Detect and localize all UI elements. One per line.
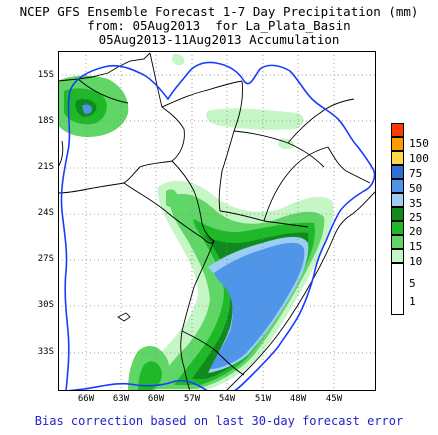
lat-label-24s: 24S	[37, 208, 54, 218]
border-brazil-state-6	[263, 146, 329, 222]
border-brazil-state-5	[233, 130, 325, 168]
border-bolivia-paraguay	[123, 160, 173, 184]
map-title-line-1: NCEP GFS Ensemble Forecast 1-7 Day Preci…	[19, 4, 419, 19]
lat-label-30s: 30S	[37, 300, 54, 310]
legend-swatch-5	[391, 249, 404, 263]
map-frame	[58, 51, 376, 391]
legend-label-100: 100	[409, 152, 429, 165]
precip-area-main-blue	[210, 242, 305, 369]
lon-label-54w: 54W	[218, 394, 236, 404]
basin-boundary	[60, 61, 376, 391]
legend-label-75: 75	[409, 167, 423, 180]
lon-label-51w: 51W	[254, 394, 272, 404]
lon-label-66w: 66W	[77, 394, 95, 404]
border-bolivia-brazil	[149, 52, 185, 162]
lat-label-18s: 18S	[37, 116, 54, 126]
map-title-line-3: 05Aug2013-11Aug2013 Accumulation	[98, 32, 340, 47]
legend-label-150: 150	[409, 137, 429, 150]
border-brazil-state-1	[77, 78, 129, 104]
border-uruguay-brazil	[181, 330, 245, 376]
border-brazil-state-3	[218, 80, 243, 212]
legend-label-1: 1	[409, 295, 416, 308]
lon-label-60w: 60W	[147, 394, 165, 404]
legend-swatch-35	[391, 179, 404, 193]
legend-label-20: 20	[409, 225, 423, 238]
lon-label-48w: 48W	[289, 394, 307, 404]
legend-label-10: 10	[409, 255, 423, 268]
lon-label-57w: 57W	[183, 394, 201, 404]
precip-area-bolivia-peak	[82, 104, 92, 114]
legend-label-5: 5	[409, 277, 416, 290]
footer-note: Bias correction based on last 30-day for…	[34, 414, 404, 428]
border-brazil-state-2	[161, 80, 243, 108]
lon-label-63w: 63W	[112, 394, 130, 404]
border-brazil-state-7	[327, 146, 371, 184]
lat-label-27s: 27S	[37, 254, 54, 264]
lat-label-21s: 21S	[37, 162, 54, 172]
country-borders	[58, 52, 376, 391]
legend-swatch-100	[391, 137, 404, 151]
border-argentina-uruguay	[180, 330, 191, 391]
border-brazil-state-8	[287, 98, 355, 144]
grid-lines	[58, 51, 376, 391]
legend-swatch-150	[391, 123, 404, 137]
legend-swatch-15	[391, 221, 404, 235]
border-bolivia-brazil-north	[58, 52, 151, 82]
lon-label-45w: 45W	[325, 394, 343, 404]
lat-label-15s: 15S	[37, 70, 54, 80]
legend-label-50: 50	[409, 182, 423, 195]
legend-swatch-75	[391, 151, 404, 165]
border-paraguay-argentina	[123, 182, 215, 244]
precipitation-shading	[58, 53, 334, 391]
lake-marker	[117, 312, 131, 322]
legend-label-25: 25	[409, 211, 423, 224]
legend-swatch-50	[391, 165, 404, 179]
border-argentina-brazil	[181, 240, 215, 332]
precip-area-east-top	[206, 108, 304, 130]
legend-label-15: 15	[409, 240, 423, 253]
map-title-line-2: from: 05Aug2013 for La_Plata_Basin	[87, 18, 351, 33]
legend-swatch-10	[391, 235, 404, 249]
precip-area-chaco	[166, 189, 178, 207]
legend-swatch-20	[391, 207, 404, 221]
legend-swatch-25	[391, 193, 404, 207]
border-paraguay-brazil	[171, 160, 215, 242]
lat-label-33s: 33S	[37, 347, 54, 357]
precip-area-north-top	[172, 53, 185, 66]
legend-label-35: 35	[409, 197, 423, 210]
precipitation-map	[58, 51, 376, 391]
border-bolivia-argentina	[58, 182, 125, 194]
legend-swatch-1	[391, 263, 404, 315]
